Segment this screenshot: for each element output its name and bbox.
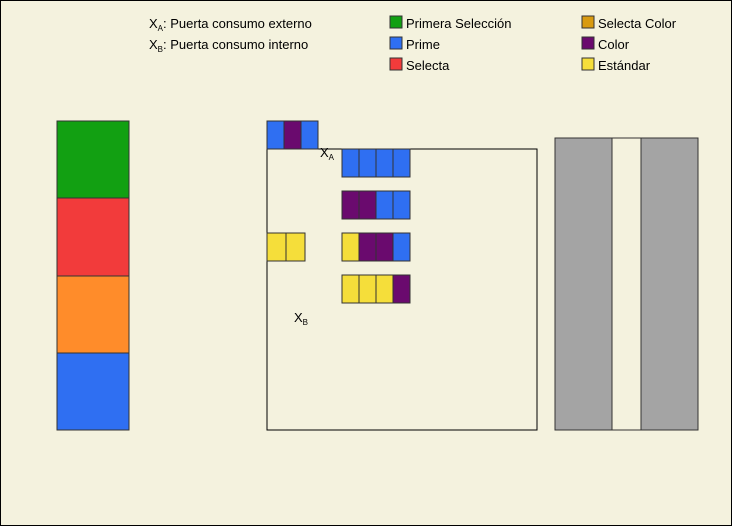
stack-block-primera-seleccion — [56, 120, 130, 199]
pallet-cell — [392, 274, 411, 304]
pallet-row-1 — [341, 148, 411, 178]
legend-xb: XB: Puerta consumo interno — [149, 37, 308, 54]
pallet-cell — [392, 232, 411, 262]
gray-block-right — [640, 137, 699, 431]
pallet-left-2 — [285, 232, 306, 262]
legend-label-primera-seleccion: Primera Selección — [406, 16, 512, 31]
pallet-cell — [392, 148, 411, 178]
door-marker-xa: XA — [320, 145, 335, 162]
legend-xa: XA: Puerta consumo externo — [149, 16, 312, 33]
legend-label-color: Color — [598, 37, 630, 52]
legend-swatch-primera-seleccion — [389, 15, 403, 29]
stack-block-selecta — [56, 197, 130, 277]
pallet-top-2 — [283, 120, 302, 150]
pallet-top-1 — [266, 120, 285, 150]
pallet-left-1 — [266, 232, 287, 262]
pallet-cell — [358, 148, 377, 178]
gray-block-gap — [611, 137, 642, 431]
top-pallet-group — [266, 120, 319, 150]
pallet-rows — [341, 148, 411, 304]
pallet-cell — [358, 232, 377, 262]
legend-label-selecta: Selecta — [406, 58, 450, 73]
legend-label-estandar: Estándar — [598, 58, 651, 73]
pallet-cell — [358, 190, 377, 220]
right-structure — [554, 137, 699, 431]
pallet-cell — [341, 274, 360, 304]
legend-swatch-selecta-color — [581, 15, 595, 29]
legend-label-prime: Prime — [406, 37, 440, 52]
pallet-top-3 — [300, 120, 319, 150]
pallet-cell — [375, 274, 394, 304]
pallet-row-3 — [341, 232, 411, 262]
legend-swatch-selecta — [389, 57, 403, 71]
pallet-cell — [341, 148, 360, 178]
pallet-cell — [392, 190, 411, 220]
legend-items: Primera Selección Prime Selecta Selecta … — [389, 15, 677, 73]
pallet-cell — [375, 148, 394, 178]
pallet-cell — [341, 190, 360, 220]
pallet-cell — [375, 232, 394, 262]
pallet-cell — [375, 190, 394, 220]
legend-label-selecta-color: Selecta Color — [598, 16, 677, 31]
left-category-stack — [56, 120, 130, 431]
stack-block-selecta-color — [56, 275, 130, 354]
pallet-cell — [341, 232, 360, 262]
pallet-row-4 — [341, 274, 411, 304]
door-marker-xb: XB — [294, 310, 308, 327]
pallet-row-2 — [341, 190, 411, 220]
pallet-cell — [358, 274, 377, 304]
stack-block-prime — [56, 352, 130, 431]
legend-swatch-color — [581, 36, 595, 50]
legend-swatch-estandar — [581, 57, 595, 71]
gray-block-left — [554, 137, 613, 431]
legend-swatch-prime — [389, 36, 403, 50]
left-pallet-group — [266, 232, 306, 262]
